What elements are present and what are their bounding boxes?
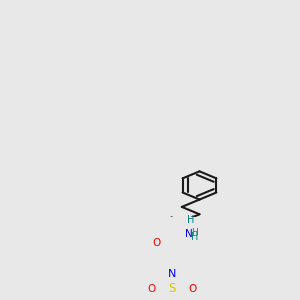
Text: H: H <box>191 232 198 242</box>
Text: H: H <box>191 228 198 237</box>
Text: O: O <box>147 284 155 294</box>
Text: O: O <box>153 238 161 248</box>
Text: O: O <box>188 284 196 294</box>
Text: H: H <box>187 215 194 225</box>
Text: S: S <box>168 282 175 295</box>
Text: N: N <box>185 229 193 239</box>
Text: N: N <box>167 269 176 279</box>
